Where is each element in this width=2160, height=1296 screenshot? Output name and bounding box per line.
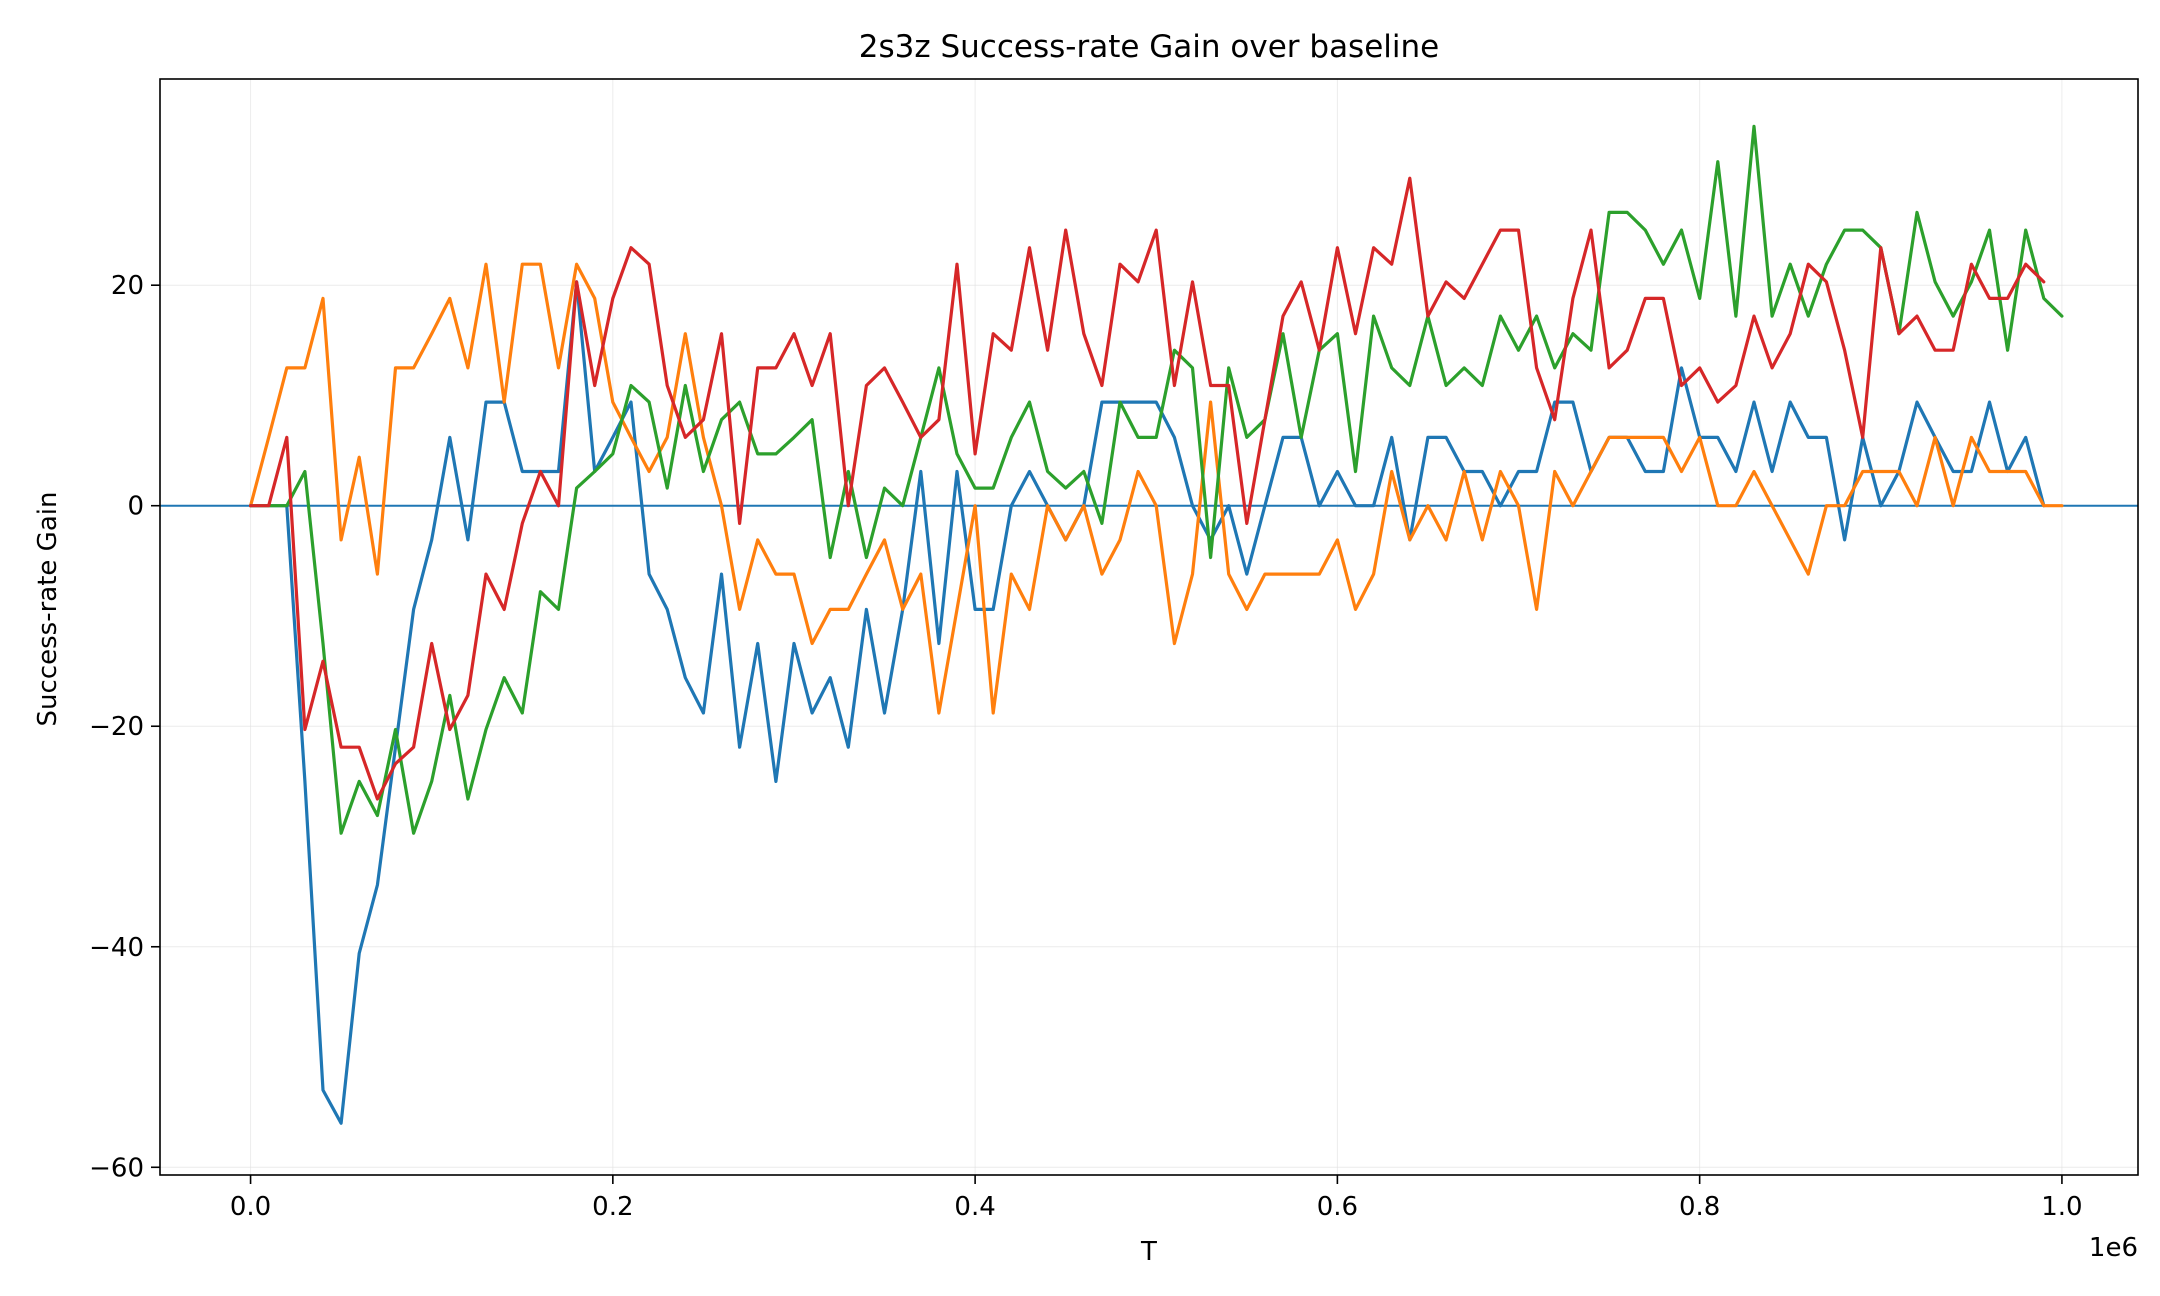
series-line-1 bbox=[249, 280, 2046, 1125]
y-axis-label: Success-rate Gain bbox=[33, 492, 63, 727]
x-tick-label: 0.2 bbox=[592, 1192, 633, 1222]
x-tick-label: 0.4 bbox=[954, 1192, 995, 1222]
x-tick-label: 0.8 bbox=[1679, 1192, 1720, 1222]
x-tick-label: 0.6 bbox=[1317, 1192, 1358, 1222]
x-offset-label: 1e6 bbox=[2089, 1233, 2138, 1263]
y-tick-label: 20 bbox=[111, 271, 144, 301]
x-tick-label: 0.0 bbox=[230, 1192, 271, 1222]
y-tick-label: −20 bbox=[89, 712, 144, 742]
plot-frame bbox=[159, 78, 2139, 1176]
y-tick-label: −40 bbox=[89, 933, 144, 963]
series-layer bbox=[249, 124, 2064, 1125]
y-tick-label: 0 bbox=[127, 492, 144, 522]
x-axis-label: T bbox=[1140, 1237, 1157, 1267]
y-tick-label: −60 bbox=[89, 1153, 144, 1183]
series-line-4 bbox=[249, 176, 2046, 801]
x-tick-label: 1.0 bbox=[2041, 1192, 2082, 1222]
grid-layer bbox=[160, 79, 2138, 1175]
series-line-3 bbox=[249, 124, 2064, 835]
tick-layer: 0.0 0.2 0.4 0.6 0.8 1.0 −60 −40 −20 0 20 bbox=[89, 271, 2082, 1222]
chart-title: 2s3z Success-rate Gain over baseline bbox=[859, 29, 1439, 65]
series-line-2 bbox=[249, 262, 2064, 715]
